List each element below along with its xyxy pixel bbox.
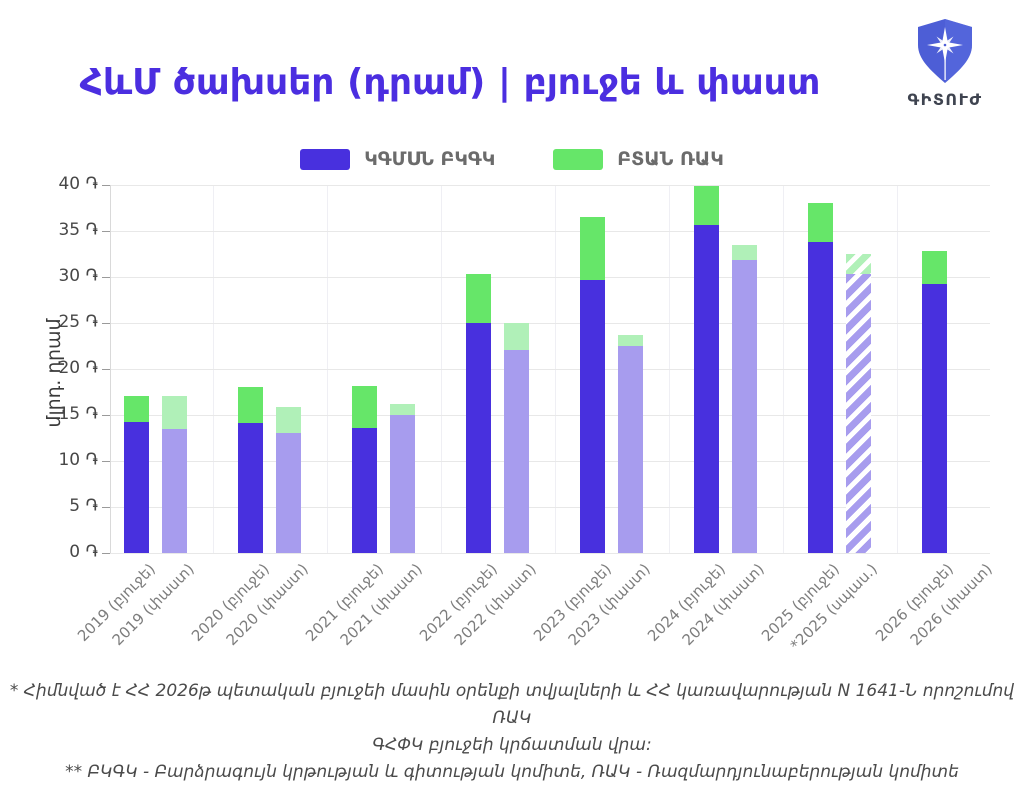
y-tick-mark [102, 185, 110, 186]
footnotes: * Հիմնված է ՀՀ 2026թ պետական բյուջեի մաս… [0, 678, 1024, 786]
bar-2021 (բյուջե)-ԲՏԱՆ ՌԱԿ [352, 385, 377, 428]
gridline-30 [110, 277, 990, 278]
bar-2019 (փաստ)-ԲՏԱՆ ՌԱԿ [162, 395, 187, 429]
bar-2022 (բյուջե)-ԲՏԱՆ ՌԱԿ [466, 274, 491, 323]
bar-2023 (բյուջե)-ԲՏԱՆ ՌԱԿ [580, 217, 605, 280]
gridline-25 [110, 323, 990, 324]
bar-2020 (բյուջե)-ԿԳՄՍՆ ԲԿԳԿ [238, 423, 263, 553]
page-title: ՀևՄ ծախսեր (դրամ) | բյուջե և փաստ [79, 62, 821, 104]
bar-2025 (բյուջե)-ԿԳՄՍՆ ԲԿԳԿ [808, 242, 833, 553]
gridline-15 [110, 415, 990, 416]
y-tick-mark [102, 231, 110, 232]
bar-2024 (փաստ)-ԿԳՄՍՆ ԲԿԳԿ [732, 259, 757, 553]
bar-2026 (բյուջե)-ԿԳՄՍՆ ԲԿԳԿ [922, 284, 947, 553]
y-tick-mark [102, 369, 110, 370]
bar-2020 (փաստ)-ԿԳՄՍՆ ԲԿԳԿ [276, 433, 301, 553]
bar-2025 (բյուջե)-ԲՏԱՆ ՌԱԿ [808, 203, 833, 243]
gituzh-logo: ԳԻՏՈՒԺ [890, 18, 1000, 109]
bar-2022 (փաստ)-ԲՏԱՆ ՌԱԿ [504, 323, 529, 350]
y-tick-label: 25 ֏ [58, 312, 98, 332]
y-tick-mark [102, 507, 110, 508]
gridline-35 [110, 231, 990, 232]
bar-2019 (բյուջե)-ԲՏԱՆ ՌԱԿ [124, 395, 149, 423]
gridline-10 [110, 461, 990, 462]
footnote-line-3: ** ԲԿԳԿ - Բարձրագույն կրթության և գիտութ… [65, 762, 959, 782]
bar-2020 (փաստ)-ԲՏԱՆ ՌԱԿ [276, 406, 301, 434]
y-tick-label: 15 ֏ [58, 404, 98, 424]
bar-2024 (բյուջե)-ԿԳՄՍՆ ԲԿԳԿ [694, 224, 719, 553]
chart-legend: ԿԳՄՍՆ ԲԿԳԿ ԲՏԱՆ ՌԱԿ [0, 148, 1024, 170]
bar-2024 (բյուջե)-ԲՏԱՆ ՌԱԿ [694, 185, 719, 225]
gituzh-logo-text: ԳԻՏՈՒԺ [907, 90, 983, 109]
footnote-line-2: ԳՀՓԿ բյուջեի կրճատման վրա: [372, 735, 652, 755]
y-axis-line [110, 185, 111, 553]
y-tick-label: 0 ֏ [69, 542, 98, 562]
bar-2021 (փաստ)-ԲՏԱՆ ՌԱԿ [390, 403, 415, 415]
y-tick-mark [102, 461, 110, 462]
legend-label: ԲՏԱՆ ՌԱԿ [617, 148, 724, 170]
y-tick-label: 5 ֏ [69, 496, 98, 516]
gridline-0 [110, 553, 990, 554]
bar-2023 (բյուջե)-ԿԳՄՍՆ ԲԿԳԿ [580, 279, 605, 553]
bar-2021 (բյուջե)-ԿԳՄՍՆ ԲԿԳԿ [352, 427, 377, 553]
legend-swatch-icon [553, 148, 604, 170]
bar-2021 (փաստ)-ԿԳՄՍՆ ԲԿԳԿ [390, 415, 415, 553]
bar-2024 (փաստ)-ԲՏԱՆ ՌԱԿ [732, 244, 757, 260]
bar-2019 (բյուջե)-ԿԳՄՍՆ ԲԿԳԿ [124, 422, 149, 553]
y-tick-label: 10 ֏ [58, 450, 98, 470]
y-tick-mark [102, 277, 110, 278]
y-tick-label: 40 ֏ [58, 174, 98, 194]
y-tick-label: 20 ֏ [58, 358, 98, 378]
bar-*2025 (սպաս.)-ԲՏԱՆ ՌԱԿ [846, 254, 871, 275]
bar-2023 (փաստ)-ԿԳՄՍՆ ԲԿԳԿ [618, 346, 643, 553]
bar-*2025 (սպաս.)-ԿԳՄՍՆ ԲԿԳԿ [846, 274, 871, 553]
legend-item-1: ԿԳՄՍՆ ԲԿԳԿ [300, 148, 495, 170]
bar-2020 (բյուջե)-ԲՏԱՆ ՌԱԿ [238, 387, 263, 424]
footnote-line-1: * Հիմնված է ՀՀ 2026թ պետական բյուջեի մաս… [9, 681, 1015, 728]
bar-2026 (բյուջե)-ԲՏԱՆ ՌԱԿ [922, 251, 947, 285]
bar-2022 (փաստ)-ԿԳՄՍՆ ԲԿԳԿ [504, 349, 529, 553]
y-tick-mark [102, 323, 110, 324]
y-tick-mark [102, 415, 110, 416]
y-tick-label: 35 ֏ [58, 220, 98, 240]
bar-2022 (բյուջե)-ԿԳՄՍՆ ԲԿԳԿ [466, 323, 491, 553]
y-tick-mark [102, 553, 110, 554]
gridline-20 [110, 369, 990, 370]
bar-2023 (փաստ)-ԲՏԱՆ ՌԱԿ [618, 334, 643, 346]
y-tick-label: 30 ֏ [58, 266, 98, 286]
legend-label: ԿԳՄՍՆ ԲԿԳԿ [364, 148, 496, 170]
legend-swatch-icon [300, 148, 351, 170]
gridline-40 [110, 185, 990, 186]
gridline-5 [110, 507, 990, 508]
legend-item-2: ԲՏԱՆ ՌԱԿ [553, 148, 724, 170]
bar-2019 (փաստ)-ԿԳՄՍՆ ԲԿԳԿ [162, 428, 187, 553]
gituzh-shield-icon [918, 19, 972, 83]
